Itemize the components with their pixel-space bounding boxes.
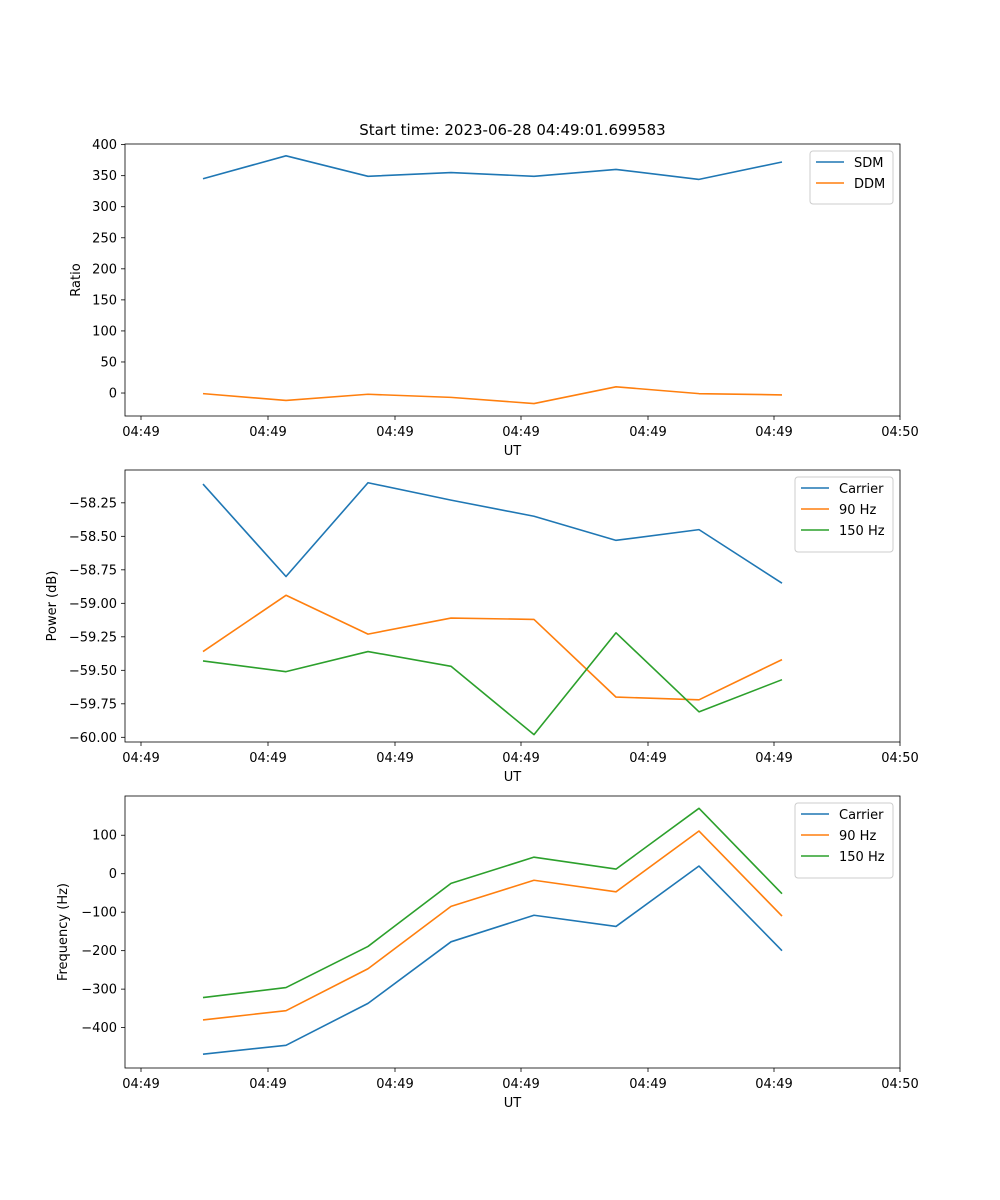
x-tick-label: 04:50 — [881, 425, 918, 440]
plot-frame — [124, 143, 901, 417]
x-tick-label: 04:49 — [376, 1077, 413, 1092]
y-tick-label: −58.25 — [69, 496, 117, 511]
x-tick-label: 04:49 — [122, 751, 159, 766]
x-tick-label: 04:49 — [629, 1077, 666, 1092]
y-tick-label: −400 — [81, 1021, 117, 1036]
legend-label: Carrier — [839, 482, 884, 497]
legend-box — [794, 802, 894, 879]
chart-panel-3: 04:49 04:49 04:49 04:49 04:49 04:49 04:50 −400 −… — [56, 795, 919, 1111]
y-tick-label: −300 — [81, 983, 117, 998]
chart-panel-1: Start time: 2023-06-28 04:49:01.69958304… — [69, 121, 919, 459]
y-tick-label: 350 — [92, 169, 117, 184]
y-tick-label: 150 — [92, 293, 117, 308]
x-tick-label: 04:49 — [249, 425, 286, 440]
x-tick-label: 04:49 — [629, 751, 666, 766]
x-tick-label: 04:49 — [629, 425, 666, 440]
y-tick-label: 200 — [92, 262, 117, 277]
chart-title: Start time: 2023-06-28 04:49:01.699583 — [359, 121, 665, 139]
plot-frame — [124, 795, 901, 1069]
legend: Carrier 90 Hz 150 Hz — [794, 802, 894, 879]
x-tick-label: 04:50 — [881, 751, 918, 766]
x-tick-label: 04:49 — [249, 1077, 286, 1092]
y-tick-label: 100 — [92, 324, 117, 339]
series-line-150-hz — [202, 631, 783, 736]
x-tick-label: 04:49 — [755, 1077, 792, 1092]
legend-label: DDM — [854, 177, 885, 192]
y-tick-label: −58.75 — [69, 563, 117, 578]
y-tick-label: −59.50 — [69, 664, 117, 679]
legend-label: SDM — [854, 156, 883, 171]
x-tick-label: 04:49 — [249, 751, 286, 766]
series-line-90-hz — [202, 830, 783, 1021]
x-axis-label: UT — [504, 770, 522, 785]
series-line-sdm — [202, 155, 783, 181]
legend: SDM DDM — [809, 150, 894, 205]
plot-frame — [124, 469, 901, 743]
y-tick-label: 100 — [92, 829, 117, 844]
legend-label: 150 Hz — [839, 850, 885, 865]
y-tick-label: −60.00 — [69, 731, 117, 746]
legend-label: 90 Hz — [839, 829, 876, 844]
series-line-ddm — [202, 386, 783, 405]
x-tick-label: 04:49 — [122, 425, 159, 440]
y-axis-label: Ratio — [69, 263, 84, 296]
legend: Carrier 90 Hz 150 Hz — [794, 476, 894, 553]
y-axis-label: Frequency (Hz) — [56, 883, 71, 981]
y-tick-label: −59.75 — [69, 697, 117, 712]
y-axis-label: Power (dB) — [45, 571, 60, 642]
y-tick-label: −59.00 — [69, 597, 117, 612]
legend-label: 150 Hz — [839, 524, 885, 539]
x-tick-label: 04:49 — [376, 425, 413, 440]
x-tick-label: 04:49 — [502, 751, 539, 766]
x-tick-label: 04:49 — [502, 425, 539, 440]
legend-label: 90 Hz — [839, 503, 876, 518]
y-tick-label: 400 — [92, 138, 117, 153]
legend-box — [794, 476, 894, 553]
series-line-carrier — [202, 865, 783, 1055]
x-tick-label: 04:49 — [376, 751, 413, 766]
x-tick-label: 04:49 — [755, 425, 792, 440]
y-tick-label: −100 — [81, 906, 117, 921]
y-tick-label: −59.25 — [69, 630, 117, 645]
x-tick-label: 04:49 — [502, 1077, 539, 1092]
x-axis-label: UT — [504, 444, 522, 459]
y-tick-label: 0 — [109, 867, 117, 882]
y-tick-label: −200 — [81, 944, 117, 959]
legend-label: Carrier — [839, 808, 884, 823]
y-tick-label: 300 — [92, 200, 117, 215]
x-axis-label: UT — [504, 1096, 522, 1111]
legend-box — [809, 150, 894, 205]
y-tick-label: 50 — [100, 355, 117, 370]
series-line-90-hz — [202, 594, 783, 701]
x-tick-label: 04:49 — [122, 1077, 159, 1092]
y-tick-label: −58.50 — [69, 530, 117, 545]
y-tick-label: 0 — [109, 387, 117, 402]
x-tick-label: 04:49 — [755, 751, 792, 766]
series-line-150-hz — [202, 807, 783, 999]
series-line-carrier — [202, 481, 783, 584]
x-tick-label: 04:50 — [881, 1077, 918, 1092]
chart-panel-2: 04:49 04:49 04:49 04:49 04:49 04:49 04:50 −60.0… — [45, 469, 919, 785]
y-tick-label: 250 — [92, 231, 117, 246]
